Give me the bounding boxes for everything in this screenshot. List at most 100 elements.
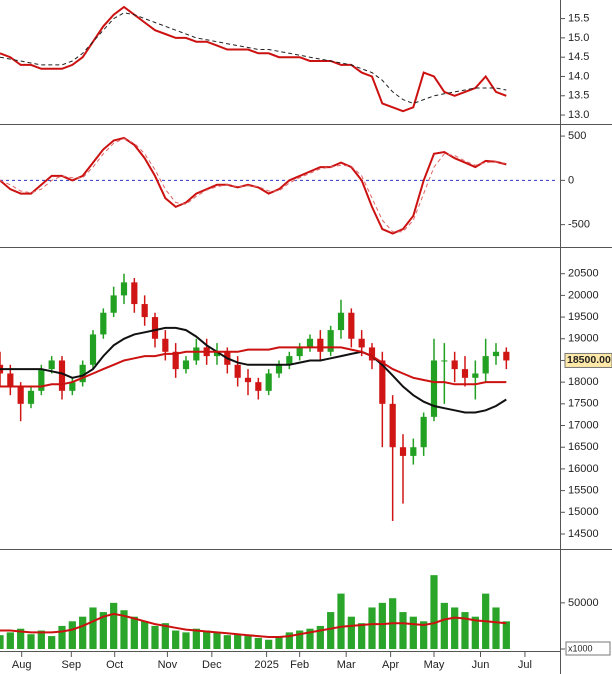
candle-body (141, 304, 148, 318)
y-tick-label: 16000 (568, 463, 599, 475)
candle-body (461, 369, 469, 378)
candle-body (348, 312, 355, 339)
volume-bar (141, 621, 149, 649)
y-tick-label: 15000 (568, 506, 599, 518)
x-tick-label: Feb (290, 659, 309, 671)
candle-body (430, 360, 438, 417)
y-tick-label: -500 (568, 219, 590, 231)
volume-bar (120, 610, 128, 649)
y-tick-label: 50000 (568, 597, 599, 609)
candle-body (410, 447, 417, 456)
y-tick-label: 13.0 (568, 109, 589, 121)
volume-bar (420, 621, 428, 649)
volume-bar (37, 630, 45, 649)
candle-body (182, 360, 190, 370)
volume-bar (203, 630, 211, 649)
volume-bar (192, 628, 200, 649)
volume-bar (99, 612, 107, 649)
candle-body (162, 338, 169, 352)
volume-bar (223, 635, 231, 649)
volume-bar (440, 602, 448, 649)
y-tick-label: 14500 (568, 528, 599, 540)
x-tick-label: Aug (12, 659, 32, 671)
candle-body (89, 334, 97, 365)
x-tick-label: Sep (62, 659, 82, 671)
candle-body (399, 447, 407, 456)
last-price-label: 18500.00 (567, 354, 611, 366)
candle-body (38, 369, 45, 391)
volume-bar (161, 623, 169, 649)
volume-bar (316, 625, 324, 649)
unit-box (565, 641, 611, 656)
volume-bar (172, 630, 180, 649)
candle-body (193, 347, 200, 361)
x-tick-label: Dec (202, 659, 222, 671)
volume-bar (358, 623, 366, 649)
candle-body (482, 356, 489, 374)
volume-bar (347, 616, 355, 649)
y-tick-label: 18000 (568, 376, 599, 388)
unit-label: x1000 (568, 643, 593, 653)
volume-bar (79, 616, 87, 649)
y-tick-label: 19000 (568, 333, 599, 345)
last-price-box (564, 352, 612, 368)
y-tick-label: 13.5 (568, 90, 589, 102)
volume-bar (265, 639, 273, 649)
candle-body (58, 360, 66, 391)
y-tick-label: 17000 (568, 419, 599, 431)
x-tick-label: Nov (158, 659, 178, 671)
candle-body (306, 338, 314, 348)
volume-bar (27, 634, 35, 649)
candle-body (358, 338, 365, 348)
y-tick-label: 500 (568, 130, 586, 142)
volume-bar (461, 612, 469, 649)
y-tick-label: 15500 (568, 485, 599, 497)
volume-bar (213, 632, 221, 649)
volume-bar (68, 621, 76, 649)
y-tick-label: 17500 (568, 398, 599, 410)
candle-body (48, 360, 55, 370)
volume-bar (378, 602, 386, 649)
candle-body (317, 338, 324, 352)
volume-bar (275, 636, 283, 649)
candle-body (131, 282, 138, 305)
volume-bar (502, 621, 510, 649)
candle-body (79, 364, 86, 383)
candle-body (110, 295, 117, 313)
candle-body (379, 360, 386, 404)
y-tick-label: 15.0 (568, 32, 589, 44)
volume-bar (492, 607, 500, 649)
candle-body (286, 356, 293, 365)
volume-bar (0, 635, 4, 649)
y-tick-label: 0 (568, 174, 574, 186)
candle-body (296, 347, 303, 357)
line (0, 138, 507, 233)
volume-bar (337, 593, 345, 649)
volume-bar (254, 637, 262, 649)
candle-body (172, 351, 179, 370)
candle-body (451, 360, 458, 370)
volume-bar (430, 575, 438, 649)
volume-bar (409, 616, 417, 649)
volume-bar (451, 607, 459, 649)
volume-bar (151, 625, 159, 649)
candle-body (472, 373, 479, 378)
y-tick-label: 20500 (568, 268, 599, 280)
volume-bar (471, 616, 479, 649)
volume-bar (17, 628, 25, 649)
candle-body (27, 390, 35, 404)
volume-bar (130, 616, 138, 649)
candle-body (265, 373, 272, 391)
candle-body (337, 312, 345, 331)
volume-bar (285, 632, 293, 649)
candle-body (492, 351, 500, 357)
x-tick-label: Jul (518, 659, 532, 671)
volume-bar (327, 612, 335, 649)
volume-bar (58, 625, 66, 649)
y-tick-label: 20000 (568, 289, 599, 301)
candle-body (327, 330, 334, 352)
candle-body (7, 373, 14, 387)
x-tick-label: 2025 (254, 659, 278, 671)
volume-bar (399, 612, 407, 649)
